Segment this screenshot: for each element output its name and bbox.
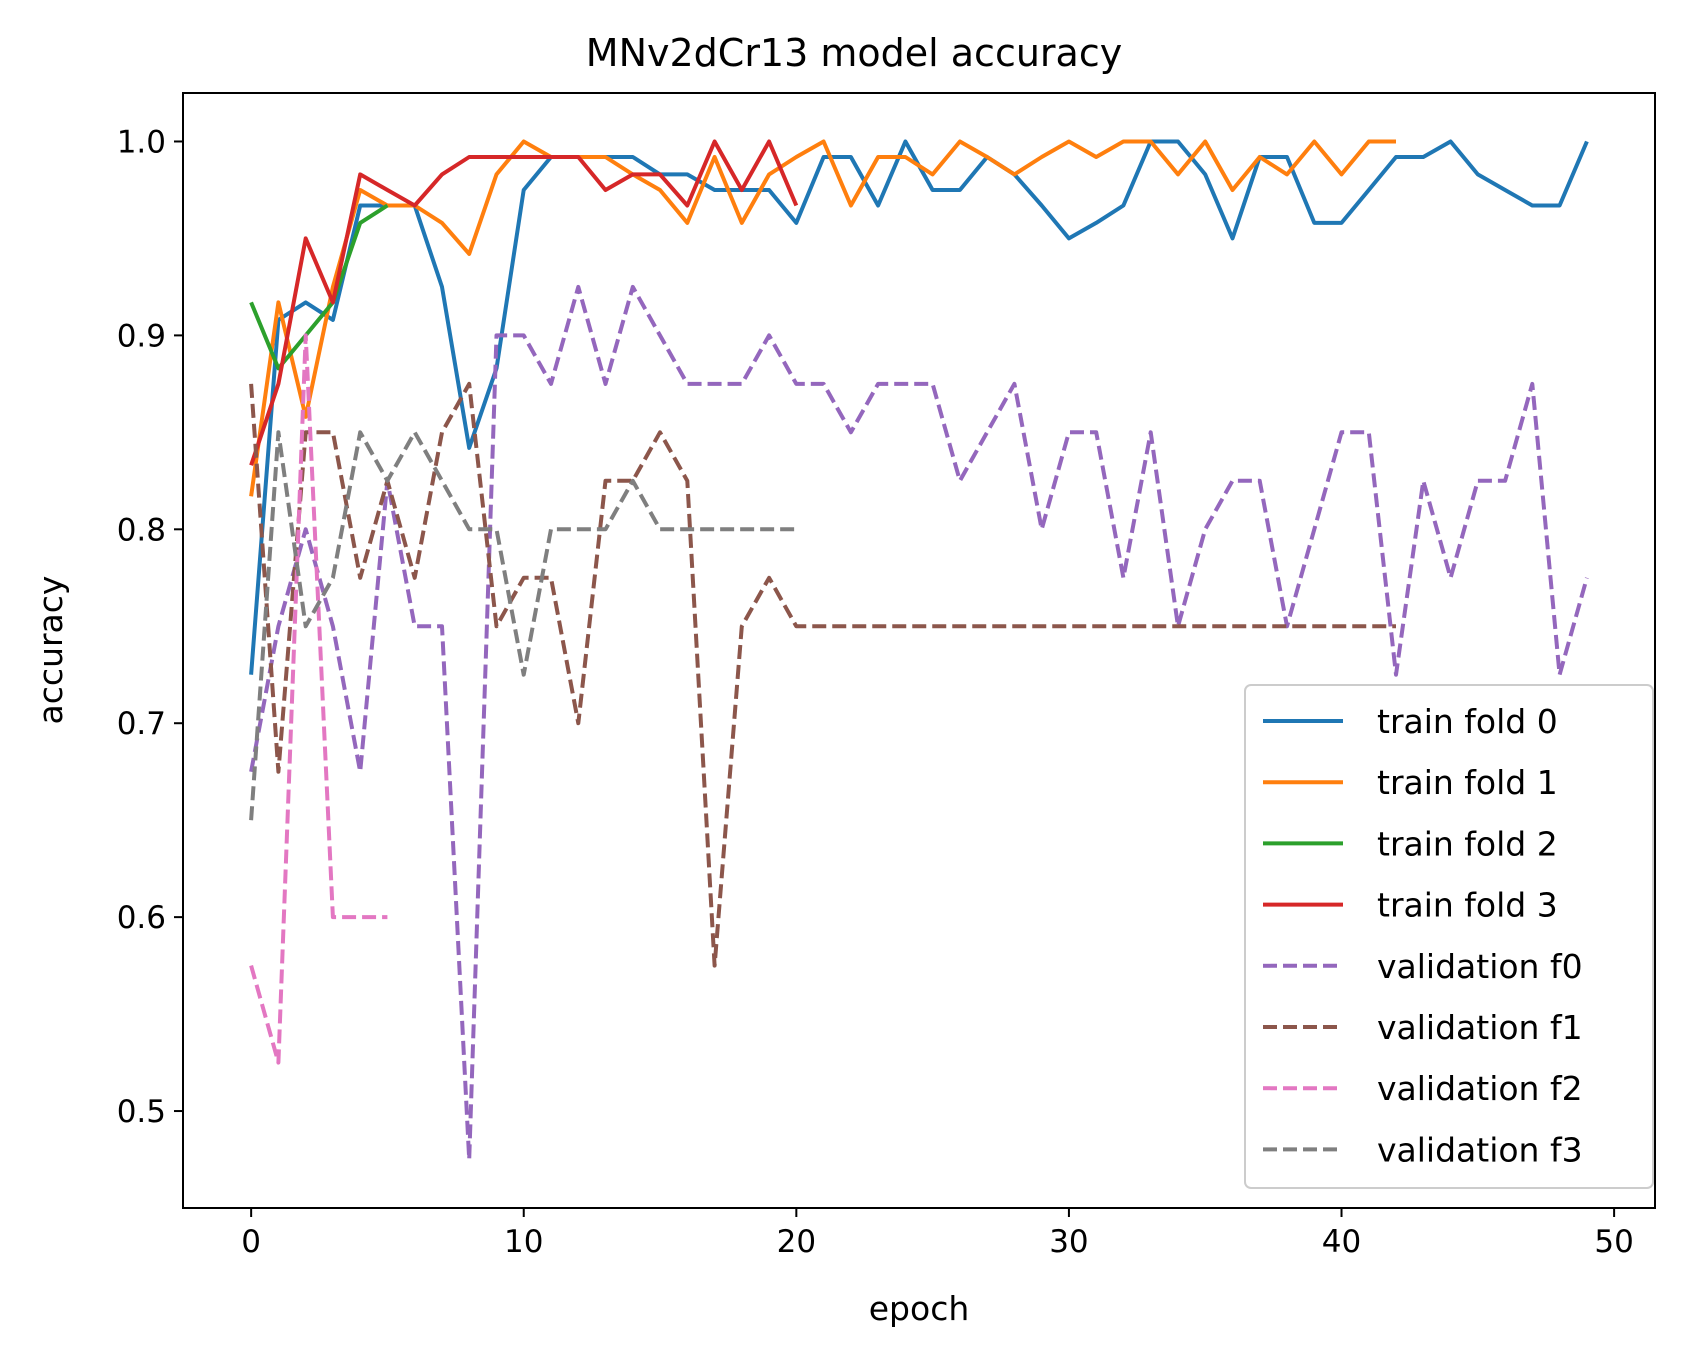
x-tick-label: 20	[777, 1224, 816, 1260]
y-tick-label: 0.8	[117, 512, 166, 548]
y-tick-label: 0.9	[117, 318, 166, 354]
series-line-6	[249, 333, 388, 1065]
x-tick-label: 30	[1049, 1224, 1088, 1260]
plot-frame	[182, 92, 1656, 1209]
legend: train fold 0 train fold 1 train fold 2 trai…	[1244, 684, 1654, 1189]
legend-label: train fold 3	[1377, 886, 1558, 925]
x-axis: 0 10 20 30 40 50	[241, 1208, 1634, 1260]
x-axis-label: epoch	[869, 1289, 970, 1328]
series-line-7	[249, 430, 797, 821]
x-tick-label: 0	[241, 1224, 261, 1260]
y-tick-label: 0.7	[117, 706, 166, 742]
plot-lines	[249, 139, 1589, 1162]
series-line-5	[249, 381, 1396, 968]
legend-label: validation f0	[1377, 947, 1583, 986]
series-line-2	[249, 203, 389, 371]
legend-label: validation f1	[1377, 1008, 1583, 1047]
y-tick-label: 1.0	[117, 124, 166, 160]
legend-label: validation f3	[1377, 1130, 1583, 1169]
x-tick-label: 10	[504, 1224, 543, 1260]
legend-label: train fold 0	[1377, 702, 1558, 741]
series-line-1	[249, 139, 1396, 497]
x-tick-label: 50	[1594, 1224, 1633, 1260]
x-tick-label: 40	[1322, 1224, 1361, 1260]
legend-label: validation f2	[1377, 1069, 1583, 1108]
legend-label: train fold 2	[1377, 824, 1558, 863]
y-axis: 0.5 0.6 0.7 0.8 0.9 1.0	[117, 124, 183, 1130]
chart-title: MNv2dCr13 model accuracy	[586, 31, 1122, 75]
y-tick-label: 0.5	[117, 1094, 166, 1130]
series-line-4	[249, 284, 1589, 1162]
legend-box	[1244, 684, 1654, 1189]
legend-label: train fold 1	[1377, 763, 1558, 802]
y-axis-label: accuracy	[31, 576, 70, 725]
series-line-3	[249, 139, 799, 466]
y-tick-label: 0.6	[117, 900, 166, 936]
